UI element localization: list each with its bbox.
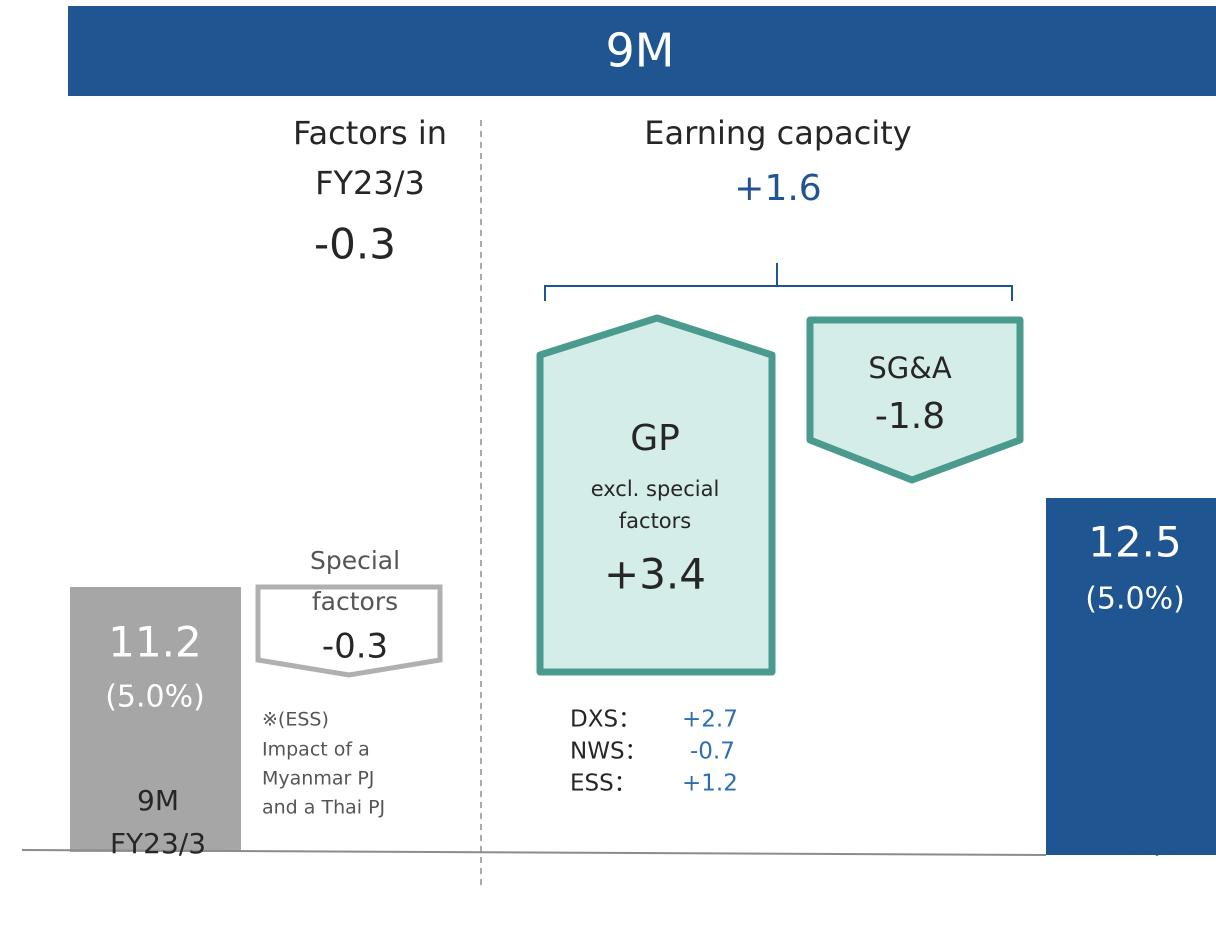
breakdown: DXS： +2.7 NWS： -0.7 ESS： +1.2 xyxy=(570,707,738,797)
end-axis-label: FY24/3 xyxy=(1087,827,1183,860)
breakdown-value: -0.7 xyxy=(690,739,735,765)
baseline xyxy=(21,849,1047,856)
note-line: Myanmar PJ xyxy=(262,768,374,790)
gp-label: GP xyxy=(630,418,680,459)
breakdown-label: ESS： xyxy=(570,771,637,797)
gp-sub: excl. special xyxy=(591,477,720,501)
factors-value: -0.3 xyxy=(314,220,396,269)
gp-value: +3.4 xyxy=(604,550,706,599)
end-axis-label: 9M xyxy=(1114,784,1156,817)
special-note: ※(ESS) Impact of a Myanmar PJ and a Thai… xyxy=(262,709,385,819)
end-value: 12.5 xyxy=(1088,518,1182,567)
sga-shape xyxy=(806,316,1024,484)
breakdown-value: +2.7 xyxy=(682,707,738,733)
header-title: 9M xyxy=(606,24,675,78)
special-label: Special xyxy=(310,546,400,575)
earning-value: +1.6 xyxy=(734,168,821,209)
start-axis-label: 9M xyxy=(137,784,179,817)
special-label: factors xyxy=(312,587,398,616)
earning-heading: Earning capacity xyxy=(644,114,911,152)
start-axis-label: FY23/3 xyxy=(110,827,206,860)
note-line: Impact of a xyxy=(262,739,370,761)
special-value: -0.3 xyxy=(322,627,388,667)
breakdown-label: NWS： xyxy=(570,739,648,765)
header-bar xyxy=(68,6,1216,96)
breakdown-value: +1.2 xyxy=(682,771,738,797)
note-line: and a Thai PJ xyxy=(262,797,385,819)
note-line: ※(ESS) xyxy=(262,709,329,731)
factors-heading: FY23/3 xyxy=(315,164,425,202)
special-shape xyxy=(255,584,443,678)
breakdown-label: DXS： xyxy=(570,707,641,733)
factors-heading: Factors in xyxy=(293,114,447,152)
end-bar xyxy=(1046,498,1216,855)
gp-sub: factors xyxy=(619,509,691,533)
start-margin: (5.0%) xyxy=(105,680,205,715)
start-bar xyxy=(70,587,241,852)
bracket xyxy=(544,263,1013,301)
gp-shape xyxy=(536,314,776,676)
sga-value: -1.8 xyxy=(875,396,945,437)
sga-label: SG&A xyxy=(868,351,951,385)
end-margin: (5.0%) xyxy=(1085,582,1185,617)
start-value: 11.2 xyxy=(108,618,202,667)
